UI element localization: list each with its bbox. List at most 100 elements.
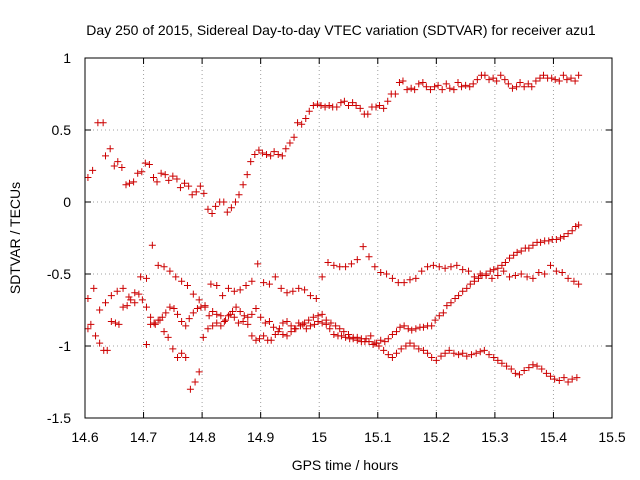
data-point	[564, 378, 572, 386]
data-point	[118, 163, 126, 171]
data-point	[532, 77, 540, 85]
axis-ticks: 14.6 14.7 14.8 14.9 15 15.1 15.2 15.3 15.4 15.5 -1…	[47, 50, 626, 445]
data-point	[101, 152, 109, 160]
data-point	[147, 313, 155, 321]
data-point	[275, 325, 283, 333]
y-tick-label: -0.5	[47, 266, 71, 282]
data-point	[306, 322, 314, 330]
data-point	[252, 336, 260, 344]
data-point	[573, 374, 581, 382]
data-point	[251, 150, 259, 158]
data-point	[157, 169, 165, 177]
x-tick-label: 15.5	[598, 429, 625, 445]
data-point	[571, 77, 579, 85]
data-point	[271, 330, 279, 338]
data-point	[122, 181, 130, 189]
data-point	[352, 102, 360, 110]
data-point	[200, 189, 208, 197]
data-point	[463, 352, 471, 360]
data-point	[377, 269, 385, 277]
data-point	[134, 169, 142, 177]
data-point	[388, 274, 396, 282]
data-point	[435, 263, 443, 271]
data-point	[520, 83, 528, 91]
data-point	[353, 256, 361, 264]
data-point	[327, 319, 335, 327]
data-point	[472, 349, 480, 357]
data-point	[204, 325, 212, 333]
data-point	[415, 80, 423, 88]
data-point	[224, 312, 232, 320]
data-point	[337, 99, 345, 107]
data-point	[212, 202, 220, 210]
data-point	[188, 191, 196, 199]
data-point	[298, 120, 306, 128]
data-point	[575, 71, 583, 79]
data-point	[406, 276, 414, 284]
data-point	[432, 356, 440, 364]
data-point	[254, 260, 262, 268]
data-point	[148, 241, 156, 249]
data-point	[391, 90, 399, 98]
data-point	[443, 302, 451, 310]
data-point	[131, 289, 139, 297]
series-satellite-track-4	[142, 305, 581, 393]
data-point	[453, 261, 461, 269]
data-point	[474, 274, 482, 282]
data-point	[473, 76, 481, 84]
data-point	[520, 366, 528, 374]
data-point	[227, 204, 235, 212]
data-point	[242, 282, 250, 290]
data-point	[529, 361, 537, 369]
data-point	[469, 80, 477, 88]
data-point	[217, 322, 225, 330]
data-point	[103, 346, 111, 354]
data-point	[552, 267, 560, 275]
data-point	[404, 325, 412, 333]
data-point	[375, 342, 383, 350]
data-point	[178, 277, 186, 285]
data-point	[535, 269, 543, 277]
data-point	[400, 322, 408, 330]
data-point	[525, 244, 533, 252]
data-point	[150, 319, 158, 327]
data-point	[447, 263, 455, 271]
data-point	[113, 287, 121, 295]
data-point	[196, 182, 204, 190]
data-point	[525, 364, 533, 372]
data-point	[402, 342, 410, 350]
data-point	[185, 182, 193, 190]
data-point	[438, 86, 446, 94]
data-point	[467, 351, 475, 359]
data-point	[506, 273, 514, 281]
data-point	[445, 346, 453, 354]
data-point	[340, 97, 348, 105]
data-point	[359, 243, 367, 251]
data-point	[439, 309, 447, 317]
data-point	[142, 303, 150, 311]
data-point	[488, 274, 496, 282]
x-tick-label: 15.3	[481, 429, 508, 445]
data-point	[523, 273, 531, 281]
data-point	[169, 172, 177, 180]
data-point	[364, 110, 372, 118]
data-point	[226, 310, 234, 318]
data-point	[239, 318, 247, 326]
data-point	[455, 292, 463, 300]
data-point	[138, 168, 146, 176]
data-point	[349, 99, 357, 107]
data-point	[567, 74, 575, 82]
data-point	[384, 97, 392, 105]
data-point	[498, 359, 506, 367]
data-point	[424, 349, 432, 357]
data-point	[345, 102, 352, 110]
data-point	[289, 287, 297, 295]
data-point	[267, 152, 275, 160]
data-point	[415, 345, 423, 353]
data-point	[501, 258, 509, 266]
data-point	[239, 181, 247, 189]
data-point	[446, 84, 454, 92]
data-point	[213, 319, 221, 327]
data-point	[89, 166, 97, 174]
data-point	[552, 235, 560, 243]
